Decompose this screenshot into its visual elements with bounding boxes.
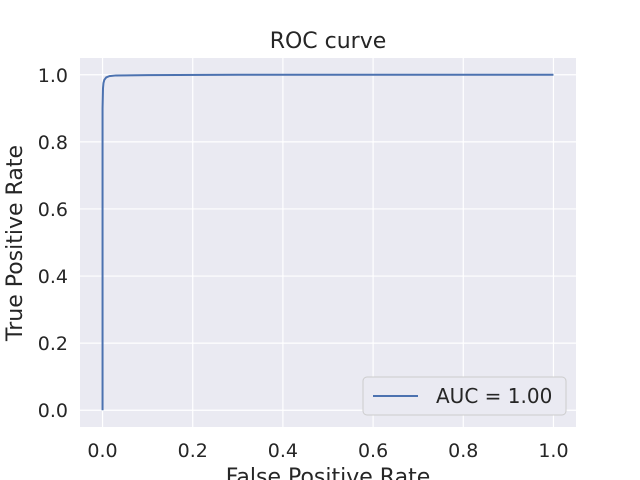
y-tick-label: 0.8 [38, 132, 68, 154]
legend-label: AUC = 1.00 [436, 384, 552, 408]
y-tick-label: 0.6 [38, 199, 68, 221]
y-tick-label: 1.0 [38, 65, 68, 87]
x-tick-label: 0.6 [358, 440, 388, 462]
y-tick-label: 0.0 [38, 400, 68, 422]
x-tick-label: 0.4 [268, 440, 298, 462]
roc-series-line [101, 73, 554, 411]
x-axis-label: False Positive Rate [226, 465, 430, 480]
x-tick-label: 0.2 [178, 440, 208, 462]
legend-box [362, 376, 567, 416]
y-tick-label: 0.2 [38, 333, 68, 355]
x-tick-label: 0.0 [87, 440, 117, 462]
y-tick-label: 0.4 [38, 266, 68, 288]
plot-area [80, 58, 576, 427]
chart-title: ROC curve [270, 29, 387, 54]
tick-labels: 0.0 0.2 0.4 0.6 0.8 1.0 0.0 0.2 0.4 0.6 0.8 1.0 [38, 65, 569, 462]
legend: AUC = 1.00 [362, 376, 567, 416]
x-tick-label: 0.8 [448, 440, 478, 462]
x-tick-label: 1.0 [538, 440, 568, 462]
series-layer [101, 73, 554, 411]
y-axis-label: True Positive Rate [3, 145, 28, 342]
